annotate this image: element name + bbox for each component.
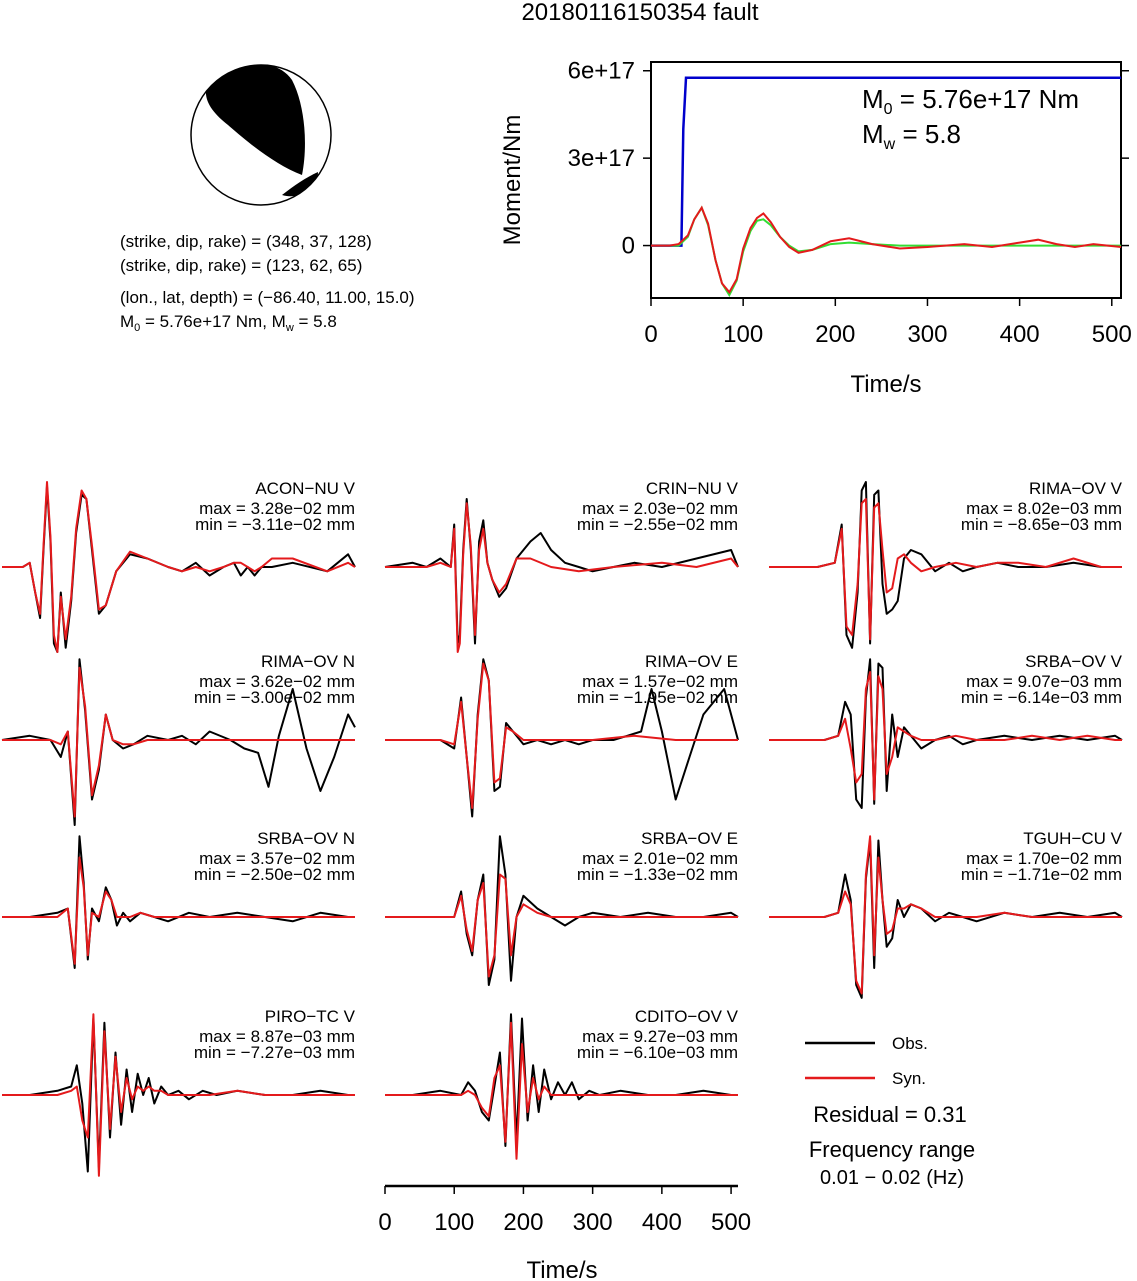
nodal-plane-2-text: (strike, dip, rake) = (123, 62, 65) (120, 256, 362, 275)
waveform-x-tick-label: 400 (642, 1209, 682, 1236)
waveform-x-tick-label: 0 (378, 1209, 391, 1236)
synthetic-waveform (385, 1021, 738, 1160)
moment-magnitude-text: M0 = 5.76e+17 Nm, Mw = 5.8 (120, 312, 337, 334)
moment-x-tick-label: 500 (1092, 321, 1132, 348)
station-label: ACON−NU V (255, 479, 355, 498)
min-amplitude-label: min = −8.65e−03 mm (961, 515, 1122, 534)
moment-plot-frame (650, 61, 1122, 299)
min-amplitude-label: min = −1.95e−02 mm (577, 688, 738, 707)
station-label: PIRO−TC V (265, 1007, 356, 1026)
station-label: TGUH−CU V (1023, 829, 1122, 848)
min-amplitude-label: min = −2.55e−02 mm (577, 515, 738, 534)
legend: Obs. Syn. Residual = 0.31 Frequency rang… (805, 1034, 975, 1189)
nodal-plane-1-text: (strike, dip, rake) = (348, 37, 128) (120, 232, 372, 251)
waveform-x-tick-label: 100 (434, 1209, 474, 1236)
synthetic-waveform (2, 481, 356, 653)
moment-x-tick-label: 300 (907, 321, 947, 348)
min-amplitude-label: min = −6.10e−03 mm (577, 1043, 738, 1062)
waveform-x-axis-label: Time/s (526, 1257, 597, 1281)
residual-text: Residual = 0.31 (813, 1102, 967, 1127)
min-amplitude-label: min = −3.11e−02 mm (195, 515, 355, 534)
min-amplitude-label: min = −6.14e−03 mm (961, 688, 1122, 707)
moment-x-tick-label: 400 (1000, 321, 1040, 348)
waveform-x-tick-label: 300 (573, 1209, 613, 1236)
synthetic-waveform (769, 835, 1122, 995)
moment-x-tick-label: 100 (723, 321, 763, 348)
min-amplitude-label: min = −1.33e−02 mm (577, 865, 738, 884)
synthetic-waveform (385, 502, 739, 653)
location-text: (lon., lat, depth) = (−86.40, 11.00, 15.… (120, 288, 415, 307)
frequency-range-value: 0.01 − 0.02 (Hz) (820, 1167, 964, 1189)
max-amplitude-label: max = 1.57e−02 mm (582, 672, 738, 691)
station-label: CRIN−NU V (646, 479, 739, 498)
figure-title: 20180116150354 fault (521, 0, 758, 26)
moment-x-axis-label: Time/s (850, 371, 921, 398)
min-amplitude-label: min = −7.27e−03 mm (194, 1043, 355, 1062)
max-amplitude-label: max = 3.28e−02 mm (199, 499, 355, 518)
station-label: RIMA−OV N (261, 652, 355, 671)
moment-x-tick-label: 200 (815, 321, 855, 348)
synthetic-waveform (769, 671, 1122, 801)
station-label: SRBA−OV E (641, 829, 738, 848)
beachball (190, 64, 332, 206)
min-amplitude-label: min = −2.50e−02 mm (194, 865, 355, 884)
moment-y-axis-label: Moment/Nm (499, 115, 526, 246)
waveform-x-tick-label: 500 (711, 1209, 751, 1236)
synthetic-waveform (385, 662, 738, 809)
observed-waveform (385, 1013, 738, 1147)
station-label: CDITO−OV V (635, 1007, 739, 1026)
synthetic-waveform (2, 1013, 355, 1177)
compressional-quadrant-1 (205, 65, 305, 175)
max-amplitude-label: max = 1.70e−02 mm (966, 849, 1122, 868)
source-time-function-syn (651, 205, 1122, 294)
station-label: SRBA−OV V (1025, 652, 1123, 671)
max-amplitude-label: max = 9.27e−03 mm (582, 1027, 738, 1046)
moment-x-tick-label: 0 (644, 321, 657, 348)
station-label: SRBA−OV N (257, 829, 355, 848)
max-amplitude-label: max = 8.87e−03 mm (199, 1027, 355, 1046)
moment-annotation-m0: M0 = 5.76e+17 Nm (862, 84, 1079, 118)
frequency-range-label: Frequency range (809, 1137, 975, 1162)
synthetic-waveform (2, 666, 355, 818)
max-amplitude-label: max = 2.03e−02 mm (582, 499, 738, 518)
max-amplitude-label: max = 8.02e−03 mm (966, 499, 1122, 518)
moment-y-tick-label: 0 (622, 233, 635, 260)
min-amplitude-label: min = −1.71e−02 mm (961, 865, 1122, 884)
legend-obs-label: Obs. (892, 1034, 928, 1053)
synthetic-waveform (2, 856, 355, 965)
moment-y-tick-label: 3e+17 (568, 145, 635, 172)
legend-syn-label: Syn. (892, 1069, 926, 1088)
observed-waveform (769, 658, 1123, 809)
waveform-x-tick-label: 200 (503, 1209, 543, 1236)
waveform-time-axis: Time/s 0 100 200 300 400 500 (378, 1184, 751, 1281)
max-amplitude-label: max = 3.57e−02 mm (199, 849, 355, 868)
moment-plot: Moment/Nm Time/s M0 = 5.76e+17 Nm Mw = 5… (499, 58, 1132, 398)
min-amplitude-label: min = −3.00e−02 mm (194, 688, 355, 707)
max-amplitude-label: max = 9.07e−03 mm (966, 672, 1122, 691)
max-amplitude-label: max = 3.62e−02 mm (199, 672, 355, 691)
synthetic-waveform (769, 498, 1122, 641)
moment-y-tick-label: 6e+17 (568, 58, 635, 85)
synthetic-waveform (385, 873, 738, 978)
station-label: RIMA−OV V (1029, 479, 1123, 498)
station-label: RIMA−OV E (645, 652, 738, 671)
max-amplitude-label: max = 2.01e−02 mm (582, 849, 738, 868)
moment-annotation-mw: Mw = 5.8 (862, 119, 961, 153)
